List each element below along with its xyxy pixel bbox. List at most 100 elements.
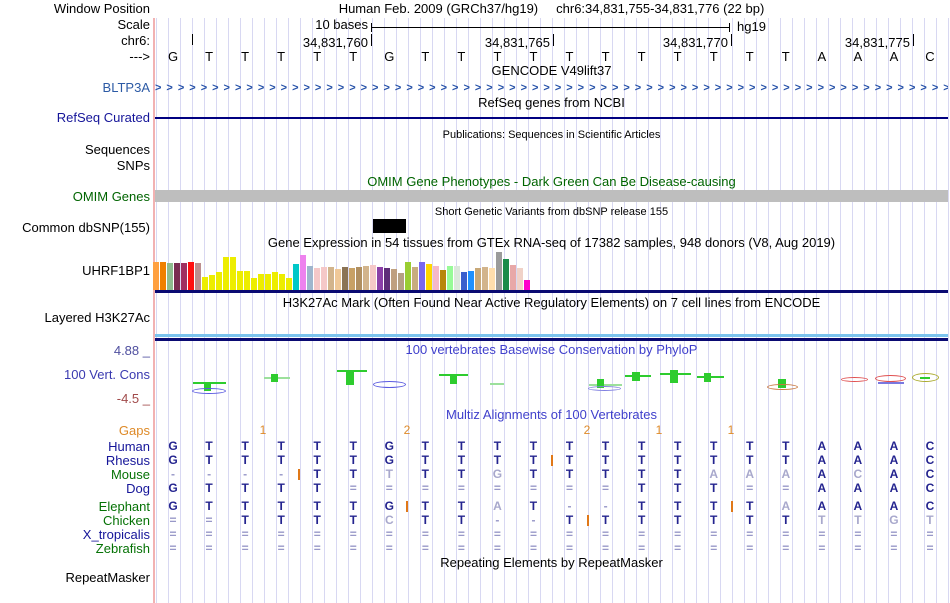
species-label-chicken[interactable]: Chicken	[103, 513, 150, 528]
gtex-expression-bar[interactable]	[244, 271, 250, 290]
gtex-expression-bar[interactable]	[496, 252, 502, 290]
gtex-expression-bar[interactable]	[286, 278, 292, 290]
gtex-expression-bar[interactable]	[391, 269, 397, 290]
gtex-expression-bar[interactable]	[363, 266, 369, 290]
phylop-mark	[450, 374, 457, 384]
alignment-cell: T	[205, 499, 213, 513]
gtex-expression-bar[interactable]	[503, 259, 509, 290]
alignment-cell: T	[421, 513, 429, 527]
track-label-uhrf1bp1[interactable]: UHRF1BP1	[82, 263, 150, 278]
species-label-human[interactable]: Human	[108, 439, 150, 454]
gtex-expression-bar[interactable]	[454, 266, 460, 290]
gtex-expression-bar[interactable]	[188, 262, 194, 290]
track-label-snps[interactable]: SNPs	[116, 158, 150, 173]
alignment-cell: G	[384, 439, 394, 453]
gtex-expression-bar[interactable]	[440, 270, 446, 290]
gtex-expression-bar[interactable]	[475, 268, 481, 290]
gap-count: 1	[727, 423, 735, 437]
gtex-expression-bar[interactable]	[447, 266, 453, 290]
gridline	[756, 18, 757, 603]
dbsnp-variant-box[interactable]	[373, 219, 406, 233]
alignment-cell: A	[889, 499, 899, 513]
gap-count: 2	[583, 423, 591, 437]
species-label-mouse[interactable]: Mouse	[110, 467, 150, 482]
track-label-refseq-curated[interactable]: RefSeq Curated	[56, 110, 150, 125]
track-label-common-dbsnp[interactable]: Common dbSNP(155)	[22, 220, 150, 235]
gtex-expression-bar[interactable]	[321, 267, 327, 290]
refseq-curated-line[interactable]	[155, 117, 948, 119]
gtex-expression-bar[interactable]	[384, 268, 390, 290]
alignment-cell: T	[926, 513, 934, 527]
gtex-expression-bar[interactable]	[209, 275, 215, 290]
gtex-expression-bar[interactable]	[335, 269, 341, 290]
gtex-expression-bar[interactable]	[230, 257, 236, 290]
track-start-guideline	[153, 18, 155, 603]
gtex-expression-bar[interactable]	[181, 263, 187, 290]
gtex-expression-bar[interactable]	[433, 266, 439, 290]
gtex-expression-bar[interactable]	[328, 267, 334, 290]
gridline	[672, 18, 673, 603]
ruler-tick-label: 34,831,760	[302, 35, 368, 50]
gtex-expression-bar[interactable]	[174, 263, 180, 290]
gtex-expression-bar[interactable]	[314, 268, 320, 290]
gtex-expression-bar[interactable]	[293, 264, 299, 290]
gtex-expression-bar[interactable]	[405, 262, 411, 290]
alignment-cell: T	[710, 513, 718, 527]
ruler-tick	[371, 34, 372, 46]
gtex-expression-bar[interactable]	[349, 268, 355, 290]
species-label-elephant[interactable]: Elephant	[98, 499, 150, 514]
species-label-x_tropicalis[interactable]: X_tropicalis	[82, 527, 150, 542]
bltp3a-gene-item[interactable]: >>>>>>>>>>>>>>>>>>>>>>>>>>>>>>>>>>>>>>>>…	[155, 83, 948, 94]
track-label-repeatmasker[interactable]: RepeatMasker	[65, 570, 150, 585]
track-label-layered-h3k27ac[interactable]: Layered H3K27Ac	[44, 310, 150, 325]
track-label-100-vert-cons[interactable]: 100 Vert. Cons	[64, 367, 150, 382]
alignment-cell: T	[601, 453, 610, 467]
track-label-sequences[interactable]: Sequences	[84, 142, 150, 157]
alignment-cell: =	[890, 527, 898, 541]
species-label-rhesus[interactable]: Rhesus	[105, 453, 150, 468]
alignment-cell: T	[313, 513, 321, 527]
gtex-expression-bar[interactable]	[167, 263, 173, 290]
gtex-expression-bar[interactable]	[195, 263, 201, 290]
species-label-zebrafish[interactable]: Zebrafish	[95, 541, 150, 556]
h3k27ac-zero-line[interactable]	[155, 334, 948, 337]
gtex-expression-bar[interactable]	[160, 262, 166, 290]
gtex-expression-bar[interactable]	[258, 274, 264, 290]
gtex-expression-bar[interactable]	[377, 267, 383, 290]
sequence-base: T	[529, 49, 538, 64]
gtex-expression-bar[interactable]	[202, 277, 208, 290]
alignment-cell: G	[168, 499, 178, 513]
gtex-expression-bar[interactable]	[461, 272, 467, 290]
gtex-expression-bar[interactable]	[398, 273, 404, 290]
gtex-expression-bar[interactable]	[342, 267, 348, 290]
gtex-expression-bar[interactable]	[356, 267, 362, 290]
gtex-expression-bar[interactable]	[279, 274, 285, 290]
alignment-cell: =	[782, 481, 790, 495]
gtex-expression-bar[interactable]	[510, 265, 516, 290]
gtex-expression-bar[interactable]	[153, 262, 159, 290]
track-label-omim-genes[interactable]: OMIM Genes	[72, 189, 150, 204]
gtex-expression-bar[interactable]	[307, 266, 313, 290]
gtex-expression-bar[interactable]	[517, 268, 523, 290]
gtex-expression-bar[interactable]	[251, 278, 257, 290]
gtex-expression-bar[interactable]	[370, 265, 376, 290]
gtex-expression-bar[interactable]	[468, 271, 474, 290]
gtex-expression-bar[interactable]	[426, 264, 432, 290]
gtex-expression-bar[interactable]	[216, 272, 222, 290]
track-label-bltp3a[interactable]: BLTP3A	[102, 80, 150, 95]
gtex-expression-bar[interactable]	[223, 257, 229, 290]
gtex-expression-bar[interactable]	[412, 267, 418, 290]
gtex-expression-bar[interactable]	[265, 274, 271, 290]
sequence-base: A	[889, 49, 899, 64]
gridline	[408, 18, 409, 603]
gtex-expression-bar[interactable]	[300, 255, 306, 290]
gtex-expression-bar[interactable]	[489, 268, 495, 290]
species-label-dog[interactable]: Dog	[126, 481, 150, 496]
alignment-cell: =	[782, 541, 790, 555]
gtex-expression-bar[interactable]	[524, 280, 530, 290]
gtex-expression-bar[interactable]	[419, 262, 425, 290]
gtex-expression-bar[interactable]	[482, 267, 488, 290]
omim-gene-bar[interactable]	[155, 190, 948, 202]
gtex-expression-bar[interactable]	[237, 271, 243, 290]
gtex-expression-bar[interactable]	[272, 272, 278, 290]
